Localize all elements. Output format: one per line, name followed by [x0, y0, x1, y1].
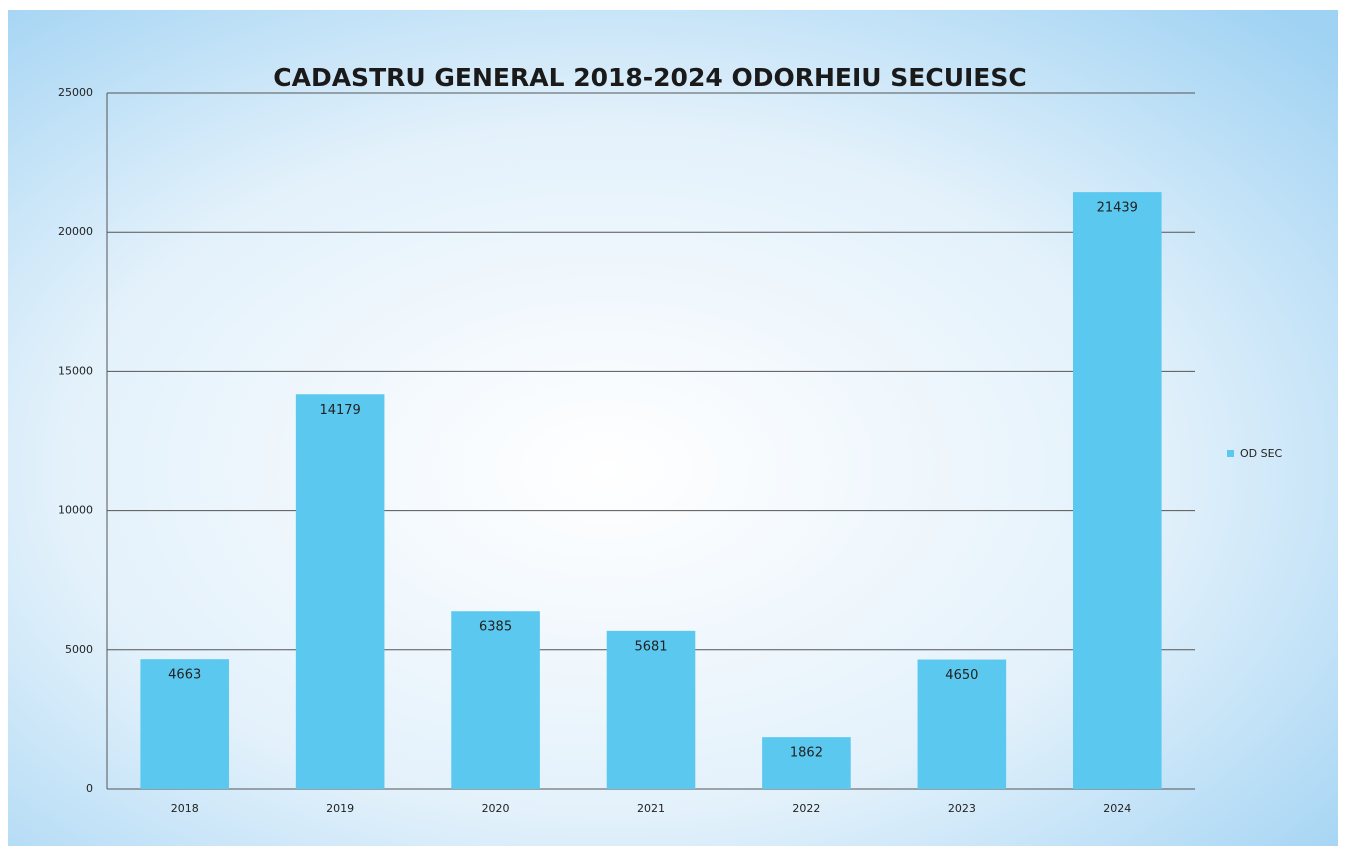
y-tick-label: 5000 [65, 643, 93, 656]
legend-label: OD SEC [1240, 447, 1283, 460]
data-label: 6385 [479, 620, 512, 635]
bar [1072, 192, 1162, 789]
data-label: 5681 [634, 639, 667, 654]
y-tick-label: 0 [86, 782, 93, 795]
bar [451, 611, 540, 789]
bar [762, 737, 851, 789]
data-label: 14179 [319, 403, 360, 418]
x-tick-label: 2018 [171, 802, 199, 815]
data-label: 21439 [1097, 201, 1138, 216]
bar [140, 659, 230, 789]
x-tick-label: 2021 [637, 802, 665, 815]
y-tick-label: 10000 [58, 504, 93, 517]
chart-title: CADASTRU GENERAL 2018-2024 ODORHEIU SECU… [273, 63, 1026, 92]
x-tick-label: 2020 [482, 802, 510, 815]
bar [295, 394, 385, 789]
y-tick-label: 15000 [58, 364, 93, 377]
data-label: 1862 [790, 746, 823, 761]
y-tick-label: 25000 [58, 86, 93, 99]
y-tick-label: 20000 [58, 225, 93, 238]
x-tick-label: 2023 [948, 802, 976, 815]
bar [917, 659, 1007, 789]
data-label: 4650 [945, 668, 978, 683]
x-tick-label: 2022 [792, 802, 820, 815]
x-tick-label: 2024 [1103, 802, 1131, 815]
x-tick-label: 2019 [326, 802, 354, 815]
data-label: 4663 [168, 668, 201, 683]
bar [606, 630, 696, 789]
legend-swatch [1227, 450, 1234, 457]
